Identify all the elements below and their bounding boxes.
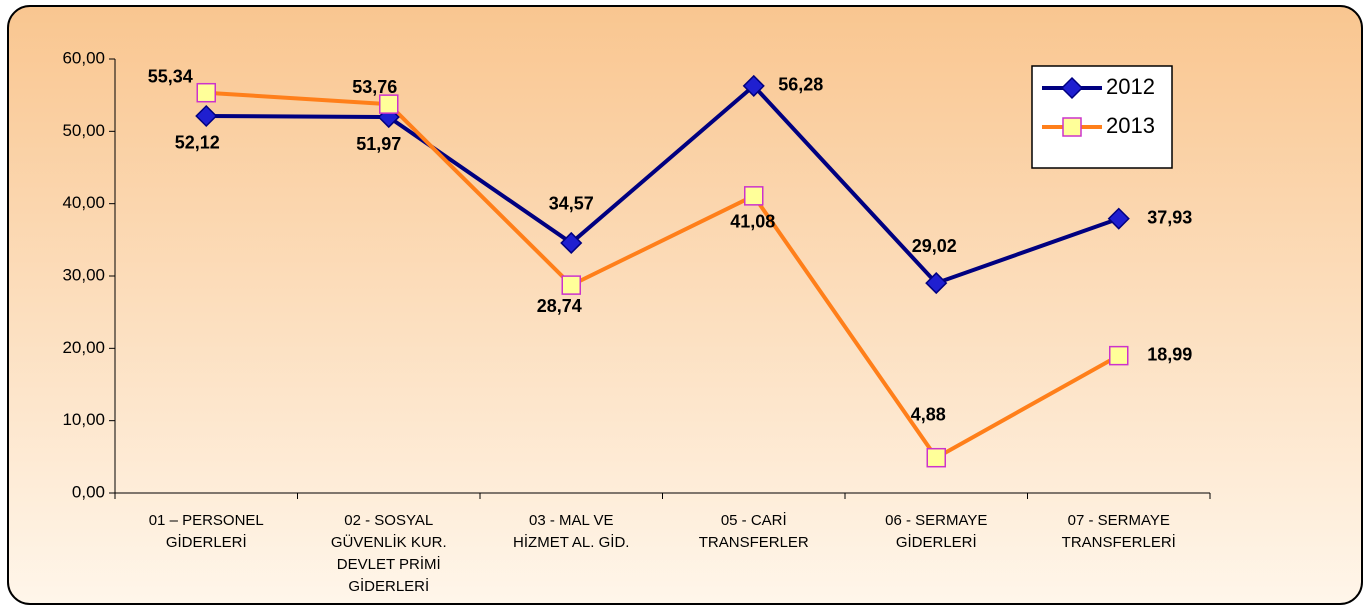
point <box>195 104 218 128</box>
data-label: 52,12 <box>175 133 220 153</box>
x-tick-label: 07 - SERMAYE TRANSFERLERİ <box>1062 512 1176 551</box>
data-label: 56,28 <box>778 75 823 95</box>
y-tick-label: 60,00 <box>62 48 105 67</box>
y-tick-label: 10,00 <box>62 410 105 429</box>
x-tick-label: 03 - MAL VE HİZMET AL. GİD. <box>513 512 629 551</box>
data-label: 34,57 <box>549 194 594 214</box>
chart-frame <box>7 5 1363 605</box>
point <box>1107 207 1130 230</box>
point <box>926 447 946 468</box>
point <box>925 272 948 295</box>
data-label: 29,02 <box>912 236 957 256</box>
series-line <box>206 90 1120 461</box>
data-label: 55,34 <box>148 66 193 86</box>
point <box>560 231 583 255</box>
y-tick-label: 30,00 <box>62 265 105 284</box>
data-label: 51,97 <box>356 134 401 154</box>
point <box>742 74 765 97</box>
legend <box>1031 65 1173 169</box>
point <box>1060 76 1084 100</box>
data-label: 53,76 <box>352 77 397 97</box>
y-tick-label: 0,00 <box>72 482 105 501</box>
point <box>1109 345 1129 366</box>
data-label: 28,74 <box>537 296 582 316</box>
data-label: 18,99 <box>1147 344 1192 364</box>
data-label: 37,93 <box>1147 207 1192 227</box>
point <box>1062 117 1082 137</box>
y-tick-label: 40,00 <box>62 193 105 212</box>
y-tick-label: 50,00 <box>62 121 105 140</box>
y-tick-label: 20,00 <box>62 338 105 357</box>
point <box>744 186 764 206</box>
series-line <box>206 83 1120 286</box>
data-label: 4,88 <box>911 404 946 424</box>
point <box>196 82 216 103</box>
x-tick-label: 06 - SERMAYE GİDERLERİ <box>885 512 987 551</box>
legend-label: 2013 <box>1106 113 1155 138</box>
point <box>561 275 581 295</box>
x-tick-label: 02 - SOSYAL GÜVENLİK KUR. DEVLET PRİMİ GİDE… <box>331 512 447 595</box>
point <box>379 94 399 114</box>
x-tick-label: 01 – PERSONEL GİDERLERİ <box>149 512 264 551</box>
legend-label: 2012 <box>1106 74 1155 99</box>
x-tick-label: 05 - CARİ TRANSFERLER <box>699 511 809 551</box>
data-label: 41,08 <box>730 212 775 232</box>
